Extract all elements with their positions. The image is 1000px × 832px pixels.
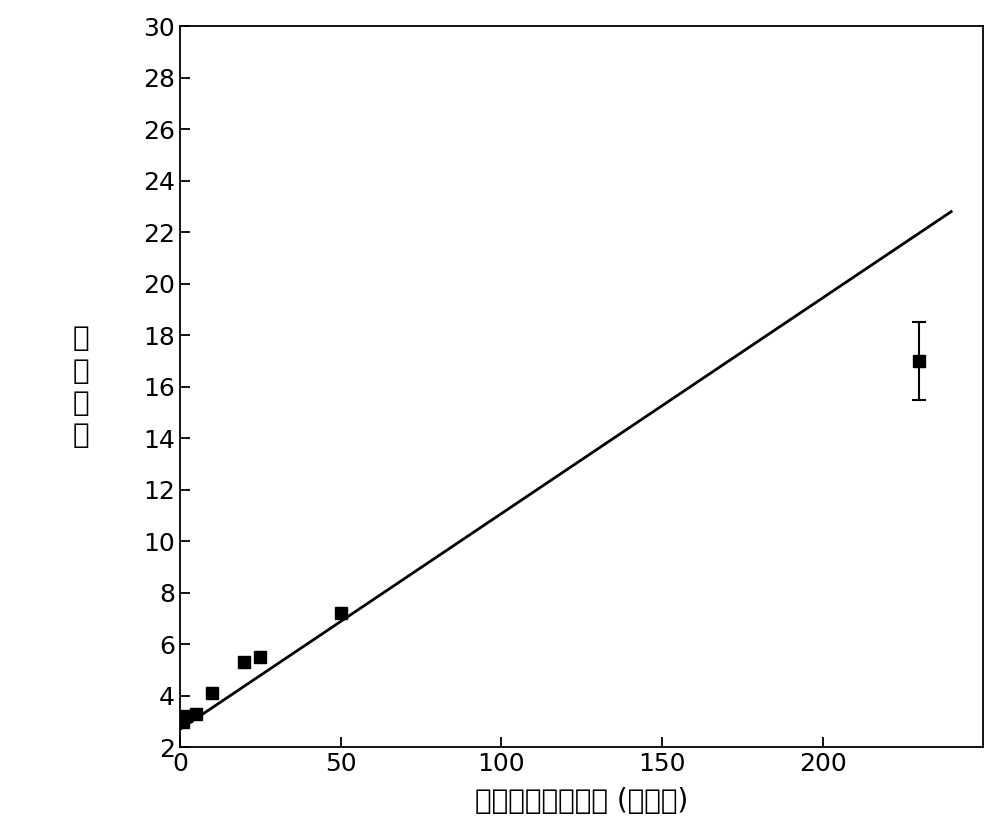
X-axis label: 内源性非编码核酸 (皮摩尔): 内源性非编码核酸 (皮摩尔) <box>475 787 688 815</box>
Y-axis label: 荧
光
强
度: 荧 光 强 度 <box>72 324 89 449</box>
